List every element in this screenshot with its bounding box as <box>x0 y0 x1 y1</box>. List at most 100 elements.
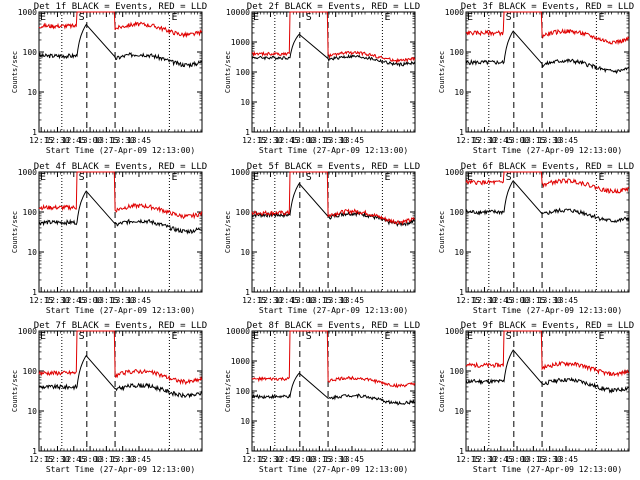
x-tick-label: 13:30 <box>324 455 348 464</box>
y-tick-label: 10 <box>454 248 464 257</box>
x-tick-label: 12:45 <box>489 136 513 145</box>
y-tick-label: 100 <box>23 48 38 57</box>
x-tick-label: 12:30 <box>45 455 69 464</box>
y-tick-label: 1 <box>32 288 37 297</box>
chart-panel-7: Det 7f BLACK = Events, RED = LLD 1 10 100 10… <box>11 321 207 474</box>
y-tick-label: 1000 <box>18 327 37 336</box>
x-tick-label: 13:15 <box>94 296 118 305</box>
events-series-line <box>38 190 202 235</box>
x-axis-label: Start Time (27-Apr-09 12:13:00) <box>259 146 408 155</box>
x-axis-label: Start Time (27-Apr-09 12:13:00) <box>46 146 195 155</box>
y-axis-label: Counts/sec <box>224 370 232 412</box>
y-tick-label: 100 <box>23 367 38 376</box>
x-tick-label: 13:45 <box>340 136 364 145</box>
plot-frame <box>465 330 630 452</box>
x-tick-label: 12:30 <box>45 136 69 145</box>
x-axis-label: Start Time (27-Apr-09 12:13:00) <box>259 306 408 315</box>
y-tick-label: 10000 <box>226 8 250 17</box>
x-tick-label: 12:30 <box>472 455 496 464</box>
events-series-line <box>251 372 416 406</box>
x-tick-label: 13:45 <box>127 136 151 145</box>
lld-series-line <box>38 11 203 39</box>
x-tick-label: 13:30 <box>111 136 135 145</box>
x-tick-label: 12:45 <box>489 296 513 305</box>
x-tick-label: 13:30 <box>538 455 562 464</box>
x-tick-label: 13:30 <box>538 136 562 145</box>
x-tick-label: 12:15 <box>29 455 53 464</box>
chart-panel-2: Det 2f BLACK = Events, RED = LLD 1 10 100 10… <box>224 2 420 155</box>
y-tick-label: 1 <box>245 128 250 137</box>
x-tick-label: 12:30 <box>45 296 69 305</box>
plot-frame <box>465 171 630 293</box>
x-tick-label: 13:45 <box>554 136 578 145</box>
chart-panel-5: Det 5f BLACK = Events, RED = LLD 1 10 100 10… <box>224 162 420 315</box>
y-tick-label: 1000 <box>445 8 464 17</box>
panel-corner-label: E <box>467 331 473 342</box>
end-marker-label: E <box>384 12 390 23</box>
start-marker-label: S <box>79 331 85 342</box>
x-tick-label: 13:45 <box>554 296 578 305</box>
x-axis-label: Start Time (27-Apr-09 12:13:00) <box>473 465 622 474</box>
y-tick-label: 10 <box>27 407 37 416</box>
chart-title: Det 1f BLACK = Events, RED = LLD <box>34 2 207 12</box>
y-axis-label: Counts/sec <box>438 51 446 93</box>
y-tick-label: 1000 <box>445 168 464 177</box>
x-tick-label: 12:45 <box>275 296 299 305</box>
chart-title: Det 6f BLACK = Events, RED = LLD <box>461 162 634 172</box>
x-tick-label: 12:45 <box>62 296 86 305</box>
x-tick-label: 12:15 <box>29 296 53 305</box>
y-axis-label: Counts/sec <box>438 370 446 412</box>
x-tick-label: 13:00 <box>505 136 529 145</box>
chart-title: Det 2f BLACK = Events, RED = LLD <box>247 2 420 12</box>
y-tick-label: 10 <box>454 407 464 416</box>
x-tick-label: 12:15 <box>456 136 480 145</box>
events-series-line <box>38 23 203 69</box>
plot-frame <box>251 11 416 133</box>
end-marker-label: E <box>384 172 390 183</box>
x-tick-label: 13:00 <box>78 296 102 305</box>
x-tick-label: 13:00 <box>291 296 315 305</box>
lld-series-line <box>251 11 416 64</box>
x-tick-label: 13:15 <box>307 455 331 464</box>
x-tick-label: 13:30 <box>324 296 348 305</box>
x-tick-label: 13:00 <box>291 136 315 145</box>
start-marker-label: S <box>306 12 312 23</box>
x-tick-label: 13:30 <box>111 455 135 464</box>
y-tick-label: 100 <box>23 208 38 217</box>
lld-series-line <box>38 171 203 220</box>
end-marker-label: E <box>598 172 604 183</box>
y-axis-label: Counts/sec <box>224 51 232 93</box>
y-tick-label: 1000 <box>231 168 250 177</box>
y-axis-label: Counts/sec <box>438 211 446 253</box>
plot-frame <box>38 11 203 133</box>
y-tick-label: 100 <box>236 208 251 217</box>
plot-frame <box>251 330 416 452</box>
x-tick-label: 13:15 <box>521 296 545 305</box>
y-axis-label: Counts/sec <box>11 370 19 412</box>
x-tick-label: 13:00 <box>505 455 529 464</box>
lld-series-line <box>251 330 416 389</box>
y-tick-label: 1 <box>245 447 250 456</box>
x-axis-label: Start Time (27-Apr-09 12:13:00) <box>473 306 622 315</box>
x-tick-label: 13:00 <box>78 455 102 464</box>
panel-corner-label: E <box>253 331 259 342</box>
x-tick-label: 13:30 <box>324 136 348 145</box>
chart-title: Det 4f BLACK = Events, RED = LLD <box>34 162 207 172</box>
lld-series-line <box>38 330 203 386</box>
y-tick-label: 10000 <box>226 327 250 336</box>
start-marker-label: S <box>506 12 512 23</box>
start-marker-label: S <box>306 172 312 183</box>
x-tick-label: 12:30 <box>472 136 496 145</box>
x-tick-label: 13:00 <box>291 455 315 464</box>
plot-frame <box>251 171 416 293</box>
y-tick-label: 1000 <box>231 357 250 366</box>
panel-corner-label: E <box>253 172 259 183</box>
y-axis-label: Counts/sec <box>11 211 19 253</box>
end-marker-label: E <box>598 331 604 342</box>
x-tick-label: 12:45 <box>489 455 513 464</box>
y-tick-label: 1 <box>459 288 464 297</box>
chart-title: Det 5f BLACK = Events, RED = LLD <box>247 162 420 172</box>
lld-series-line <box>465 330 630 378</box>
y-tick-label: 1 <box>32 447 37 456</box>
x-tick-label: 12:15 <box>242 296 266 305</box>
